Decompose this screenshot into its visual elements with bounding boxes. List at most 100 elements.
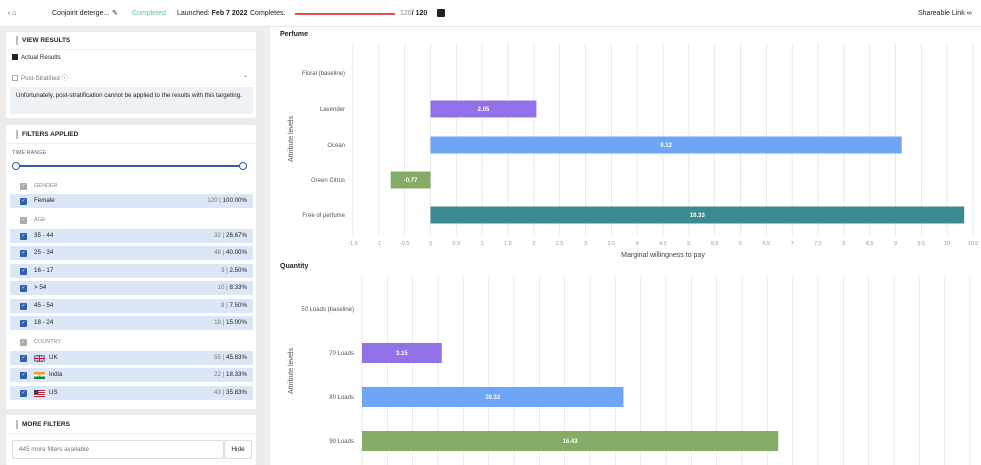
time-range-slider[interactable]: [17, 165, 243, 167]
x-tick-label: 6.5: [763, 241, 771, 247]
x-tick-label: 2: [532, 241, 535, 247]
perfume-chart: -1.5 -1 -0.5 0 0.5 1 1.5 2 2.5 3 3.5 4 4.5 5 5.5 6 6.5 7 7…: [288, 43, 978, 259]
quantity-chart-title: Quantity: [280, 263, 309, 270]
view-results-panel: VIEW RESULTS Actual Results Post-Stratif…: [6, 32, 256, 118]
edit-pencil-icon[interactable]: ✎: [112, 10, 118, 17]
x-axis-label: Marginal willingness to pay: [621, 252, 705, 259]
x-tick-label: 6: [739, 241, 742, 247]
checkbox-icon: ✓: [20, 197, 27, 205]
uk-flag-icon: [34, 354, 45, 362]
completes-count: 120/ 120: [400, 10, 428, 17]
y-axis-label: Attribute levels: [288, 116, 295, 162]
checkbox-icon: ✓: [20, 389, 27, 397]
group-gender[interactable]: ✓ GENDER: [20, 182, 58, 190]
view-results-title: VIEW RESULTS: [16, 36, 70, 45]
survey-title: Conjoint deterge...: [52, 10, 110, 17]
filter-row[interactable]: ✓ 45 - 54 9 | 7.50%: [10, 299, 253, 313]
checkbox-icon: ✓: [20, 284, 27, 292]
bar: [430, 136, 902, 154]
filter-row[interactable]: ✓ 25 - 34 48 | 40.00%: [10, 246, 253, 260]
x-tick-label: 0: [429, 241, 432, 247]
actual-results-option[interactable]: Actual Results: [12, 54, 61, 61]
category-label: 90 Loads: [329, 439, 354, 445]
bar: [362, 387, 624, 407]
checked-box-icon: [12, 54, 18, 60]
bar-value-label: -0.77: [404, 178, 418, 184]
x-tick-label: -0.5: [400, 241, 409, 247]
category-label: Floral (baseline): [302, 71, 345, 77]
chevron-down-icon[interactable]: ⌄: [242, 73, 248, 79]
bar-value-label: 10.32: [485, 395, 501, 401]
link-icon: ∞: [966, 10, 972, 17]
category-label: 80 Loads: [329, 395, 354, 401]
more-filters-input[interactable]: [12, 440, 224, 459]
x-tick-label: 5: [687, 241, 690, 247]
group-age[interactable]: ✓ AGE: [20, 216, 46, 224]
checkbox-icon: ✓: [20, 216, 27, 224]
shareable-link-button[interactable]: Shareable Link ∞: [918, 10, 972, 17]
x-tick-label: 4: [636, 241, 639, 247]
bar-value-label: 3.15: [396, 351, 408, 357]
checkbox-icon: ✓: [20, 249, 27, 257]
checkbox-icon: ✓: [20, 302, 27, 310]
us-flag-icon: [34, 389, 45, 397]
india-flag-icon: [34, 371, 45, 379]
top-bar: ‹ ⌂ Conjoint deterge... ✎ Completed Laun…: [0, 0, 981, 27]
category-label: Ocean: [327, 143, 345, 149]
results-area: Perfume -1.5 -1 -0.5 0 0.5 1 1.5 2 2.5 3 3.5 4 4.5 5 5…: [270, 27, 981, 465]
back-button[interactable]: ‹ ⌂: [8, 10, 17, 17]
checkbox-icon: ✓: [20, 182, 27, 190]
info-icon: ⓘ: [61, 75, 68, 82]
more-filters-panel: MORE FILTERS Hide: [6, 415, 256, 465]
checkbox-icon: ✓: [20, 338, 27, 346]
bar: [430, 100, 537, 118]
filter-row[interactable]: ✓ US 43 | 35.83%: [10, 386, 253, 400]
post-stratified-option[interactable]: Post-Stratified ⓘ: [12, 73, 68, 82]
x-tick-label: 10: [944, 241, 950, 247]
x-tick-label: -1.5: [348, 241, 357, 247]
home-icon: ⌂: [12, 10, 17, 17]
x-tick-label: 3.5: [608, 241, 616, 247]
x-tick-label: 8: [842, 241, 845, 247]
category-label: Green Citrus: [311, 178, 345, 184]
post-stratification-note: Unfortunately, post-stratification canno…: [10, 87, 253, 114]
bar: [362, 431, 779, 451]
x-tick-label: 3: [584, 241, 587, 247]
filter-row[interactable]: ✓ UK 55 | 45.83%: [10, 351, 253, 365]
x-tick-label: 0.5: [453, 241, 461, 247]
quantity-chart: 50 Loads (baseline) 70 Loads 3.15 80 Loads 1…: [288, 277, 971, 465]
checkbox-icon: ✓: [20, 354, 27, 362]
x-tick-label: 2.5: [556, 241, 564, 247]
x-tick-label: 1.5: [504, 241, 512, 247]
filter-row[interactable]: ✓ 18 - 24 18 | 15.00%: [10, 316, 253, 330]
checkbox-icon: ✓: [20, 371, 27, 379]
filter-row[interactable]: ✓ India 22 | 18.33%: [10, 368, 253, 382]
filter-row[interactable]: ✓ > 54 10 | 8.33%: [10, 281, 253, 295]
x-tick-label: 4.5: [659, 241, 667, 247]
bar: [390, 171, 431, 189]
category-label: Free of perfume: [302, 213, 345, 219]
filters-applied-title: FILTERS APPLIED: [16, 130, 78, 139]
filter-row[interactable]: ✓ 35 - 44 32 | 26.67%: [10, 229, 253, 243]
filter-row[interactable]: ✓ Female 120 | 100.00%: [10, 194, 253, 208]
group-country[interactable]: ✓ COUNTRY: [20, 338, 62, 346]
checkbox-icon: ✓: [20, 267, 27, 275]
checkbox-icon: ✓: [20, 232, 27, 240]
status-completed: Completed: [132, 10, 166, 17]
bar-value-label: 10.33: [690, 213, 706, 219]
edit-completes-icon[interactable]: [437, 9, 445, 17]
x-tick-label: 5.5: [711, 241, 719, 247]
bar-value-label: 9.12: [660, 143, 672, 149]
y-axis-label: Attribute levels: [288, 348, 295, 394]
completes-progress-bar: [295, 13, 395, 15]
slider-end-handle[interactable]: [239, 162, 247, 170]
filters-applied-panel: FILTERS APPLIED TIME RANGE ✓ GENDER ✓ Fema…: [6, 125, 256, 409]
sidebar: VIEW RESULTS Actual Results Post-Stratif…: [0, 27, 263, 465]
bar: [362, 343, 442, 363]
slider-start-handle[interactable]: [12, 162, 20, 170]
x-tick-label: 7: [791, 241, 794, 247]
filter-row[interactable]: ✓ 16 - 17 3 | 2.50%: [10, 264, 253, 278]
category-label: 50 Loads (baseline): [301, 307, 354, 313]
hide-button[interactable]: Hide: [224, 440, 252, 459]
category-label: Lavender: [320, 107, 345, 113]
